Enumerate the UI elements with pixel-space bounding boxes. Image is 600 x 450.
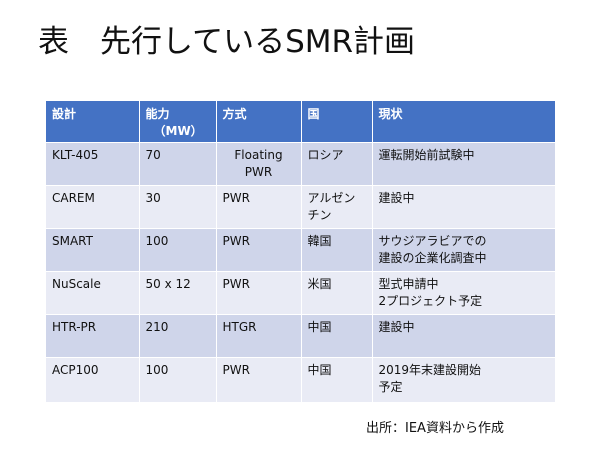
cell-method: PWR bbox=[216, 356, 302, 402]
cell-design: KLT-405 bbox=[46, 141, 140, 185]
header-capacity: 能力 （MW） bbox=[139, 101, 217, 142]
cell-capacity: 100 bbox=[139, 227, 217, 271]
cell-country: 中国 bbox=[301, 356, 373, 402]
table-row: HTR-PR 210 HTGR 中国 建設中 bbox=[46, 313, 555, 357]
cell-status: サウジアラビアでの 建設の企業化調査中 bbox=[372, 227, 555, 271]
header-design: 設計 bbox=[46, 101, 140, 142]
table-row: ACP100 100 PWR 中国 2019年末建設開始 予定 bbox=[46, 356, 555, 402]
cell-method: PWR bbox=[216, 184, 302, 228]
table-row: KLT-405 70 Floating PWR ロシア 運転開始前試験中 bbox=[46, 141, 555, 185]
cell-status: 建設中 bbox=[372, 184, 555, 228]
cell-design: HTR-PR bbox=[46, 313, 140, 357]
cell-method-text: Floating PWR bbox=[234, 147, 283, 179]
page-title: 表 先行しているSMR計画 bbox=[38, 24, 416, 60]
cell-capacity: 50 x 12 bbox=[139, 270, 217, 314]
cell-status: 型式申請中 2プロジェクト予定 bbox=[372, 270, 555, 314]
cell-capacity: 210 bbox=[139, 313, 217, 357]
header-capacity-unit: （MW） bbox=[153, 124, 203, 138]
cell-method: PWR bbox=[216, 270, 302, 314]
table-row: CAREM 30 PWR アルゼン チン 建設中 bbox=[46, 184, 555, 228]
header-status: 現状 bbox=[372, 101, 555, 142]
table-row: SMART 100 PWR 韓国 サウジアラビアでの 建設の企業化調査中 bbox=[46, 227, 555, 271]
header-capacity-label: 能力 bbox=[145, 107, 170, 121]
source-note: 出所：IEA資料から作成 bbox=[366, 421, 504, 436]
cell-country: 米国 bbox=[301, 270, 373, 314]
cell-capacity: 100 bbox=[139, 356, 217, 402]
cell-country: 中国 bbox=[301, 313, 373, 357]
cell-method: Floating PWR bbox=[216, 141, 302, 185]
cell-country: ロシア bbox=[301, 141, 373, 185]
smr-table: 設計 能力 （MW） 方式 国 現状 KLT-405 70 Floating P… bbox=[46, 101, 555, 402]
cell-design: CAREM bbox=[46, 184, 140, 228]
table-header-row: 設計 能力 （MW） 方式 国 現状 bbox=[46, 101, 555, 142]
cell-status: 運転開始前試験中 bbox=[372, 141, 555, 185]
cell-status: 建設中 bbox=[372, 313, 555, 357]
cell-design: ACP100 bbox=[46, 356, 140, 402]
cell-design: SMART bbox=[46, 227, 140, 271]
cell-capacity: 70 bbox=[139, 141, 217, 185]
cell-capacity: 30 bbox=[139, 184, 217, 228]
cell-country: アルゼン チン bbox=[301, 184, 373, 228]
header-country: 国 bbox=[301, 101, 373, 142]
cell-method: PWR bbox=[216, 227, 302, 271]
cell-design: NuScale bbox=[46, 270, 140, 314]
cell-status: 2019年末建設開始 予定 bbox=[372, 356, 555, 402]
cell-method: HTGR bbox=[216, 313, 302, 357]
table-row: NuScale 50 x 12 PWR 米国 型式申請中 2プロジェクト予定 bbox=[46, 270, 555, 314]
cell-country: 韓国 bbox=[301, 227, 373, 271]
header-method: 方式 bbox=[216, 101, 302, 142]
